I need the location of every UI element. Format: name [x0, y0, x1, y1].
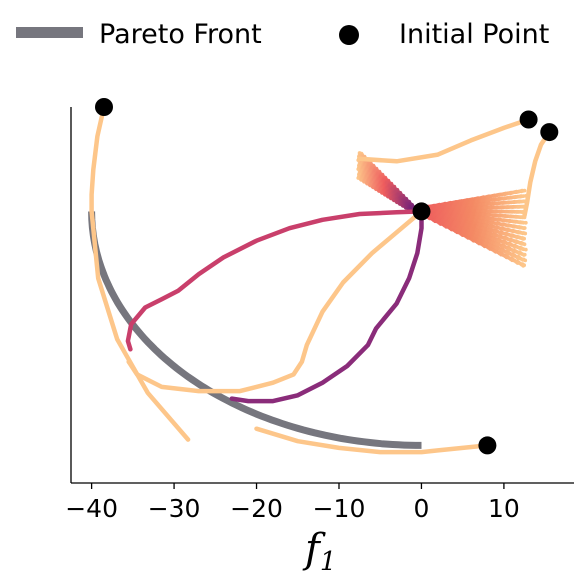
x-ticks: −40 −30 −20 −10 0 10 [65, 483, 520, 523]
trajectory-5 [126, 209, 424, 394]
trajectory-7 [229, 209, 424, 404]
x-axis-label-subscript: 1 [320, 547, 337, 577]
fan-point [521, 263, 526, 268]
x-tick-label-3: −10 [313, 494, 366, 523]
initial-point-1 [95, 98, 113, 116]
x-tick-label-1: −30 [148, 494, 201, 523]
initial-point-3 [540, 123, 559, 142]
x-tick-label-2: −20 [230, 494, 283, 523]
pareto-front-line [88, 211, 422, 449]
trajectory-6 [125, 209, 424, 352]
trajectory-2 [254, 426, 490, 455]
x-tick-label-0: −40 [65, 494, 118, 523]
legend-label-initial-point: Initial Point [399, 19, 549, 50]
x-tick-label-5: 10 [488, 494, 520, 523]
initial-point-2 [519, 110, 538, 129]
trajectory-3 [357, 117, 531, 164]
legend-label-pareto-front: Pareto Front [99, 19, 262, 50]
fan-point [522, 242, 527, 247]
fan-upper-left [356, 151, 417, 214]
legend-swatch-pareto-front [16, 27, 83, 38]
fan-point [523, 247, 528, 252]
fan-point [521, 237, 526, 241]
fan-clouds [356, 151, 528, 268]
initial-point-5 [478, 436, 497, 455]
fan-point [523, 231, 528, 236]
fan-point [522, 226, 526, 231]
fan-point [522, 199, 526, 204]
initial-points [95, 98, 559, 455]
fan-right [422, 188, 528, 268]
x-axis-label: f1 [302, 526, 336, 577]
plot-area [88, 98, 559, 455]
x-tick-label-4: 0 [413, 494, 429, 523]
axes: −40 −30 −20 −10 0 10 f1 [65, 107, 574, 577]
legend: Pareto Front Initial Point [16, 19, 549, 50]
fan-point [522, 188, 527, 193]
fan-point [523, 258, 528, 263]
fan-point [522, 253, 526, 257]
trajectories [89, 104, 552, 455]
trajectory-4 [522, 129, 552, 218]
initial-point-4 [412, 202, 431, 221]
legend-marker-initial-point [339, 25, 359, 45]
fan-point [523, 220, 528, 225]
